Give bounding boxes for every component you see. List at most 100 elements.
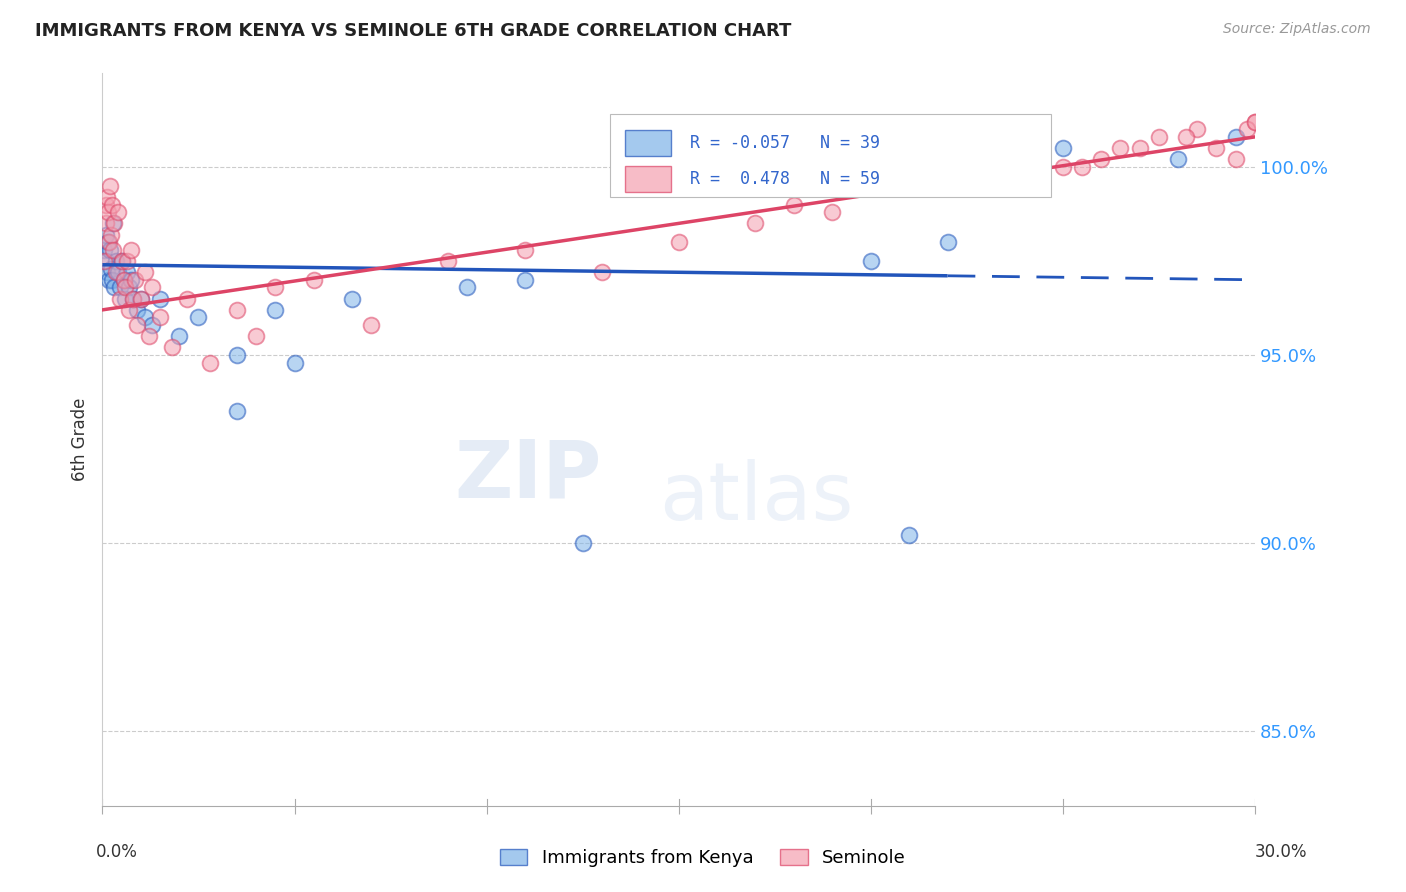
Point <box>101 197 124 211</box>
Point <box>187 310 209 325</box>
Point <box>108 292 131 306</box>
FancyBboxPatch shape <box>624 130 671 156</box>
Point <box>97 235 120 250</box>
Point <box>571 536 593 550</box>
Point <box>1244 115 1267 129</box>
Point <box>513 273 536 287</box>
Point <box>100 261 122 276</box>
Point <box>117 265 139 279</box>
Point <box>107 205 129 219</box>
Point <box>98 235 121 250</box>
Point <box>103 243 125 257</box>
Point <box>1090 153 1112 167</box>
Point <box>114 280 136 294</box>
Point <box>114 292 136 306</box>
Point <box>513 243 536 257</box>
Point <box>1244 115 1267 129</box>
Text: 30.0%: 30.0% <box>1256 843 1308 861</box>
Point <box>283 355 305 369</box>
Point <box>98 243 121 257</box>
Point <box>94 197 117 211</box>
Point <box>1071 160 1094 174</box>
Point <box>1167 153 1189 167</box>
Point <box>122 292 145 306</box>
Point <box>225 404 247 418</box>
Point <box>917 168 939 182</box>
Text: ZIP: ZIP <box>454 436 602 515</box>
Point <box>117 254 139 268</box>
Point <box>1052 160 1074 174</box>
Legend: Immigrants from Kenya, Seminole: Immigrants from Kenya, Seminole <box>494 841 912 874</box>
Point <box>103 280 125 294</box>
Point <box>198 355 221 369</box>
Point <box>437 254 460 268</box>
Text: atlas: atlas <box>659 458 853 537</box>
Point <box>225 348 247 362</box>
Point <box>103 216 125 230</box>
Point <box>118 302 141 317</box>
Text: 0.0%: 0.0% <box>96 843 138 861</box>
Text: R =  0.478   N = 59: R = 0.478 N = 59 <box>690 169 880 188</box>
Point <box>1236 122 1258 136</box>
Point <box>103 216 125 230</box>
Point <box>149 292 172 306</box>
Point <box>100 227 122 242</box>
Point <box>160 341 183 355</box>
Point <box>96 216 118 230</box>
Point <box>129 292 152 306</box>
Point <box>1187 122 1209 136</box>
Point <box>98 273 121 287</box>
Point <box>134 265 156 279</box>
Point <box>1174 129 1197 144</box>
Point <box>821 205 844 219</box>
Point <box>1225 153 1247 167</box>
Point <box>1225 129 1247 144</box>
Point <box>107 265 129 279</box>
Point <box>264 302 287 317</box>
Point <box>125 318 148 332</box>
Point <box>1205 141 1227 155</box>
Point <box>783 197 806 211</box>
Point <box>96 254 118 268</box>
Point <box>120 243 142 257</box>
Point <box>93 254 115 268</box>
Point <box>898 528 921 542</box>
Point <box>360 318 382 332</box>
Point <box>94 227 117 242</box>
Point <box>1052 141 1074 155</box>
Point <box>340 292 363 306</box>
Text: R = -0.057   N = 39: R = -0.057 N = 39 <box>690 135 880 153</box>
Point <box>111 254 134 268</box>
Point <box>141 280 163 294</box>
Point <box>1109 141 1132 155</box>
Point <box>302 273 325 287</box>
Point <box>120 273 142 287</box>
Point <box>668 235 690 250</box>
Point <box>101 273 124 287</box>
Point <box>122 292 145 306</box>
Point <box>98 178 121 193</box>
Text: IMMIGRANTS FROM KENYA VS SEMINOLE 6TH GRADE CORRELATION CHART: IMMIGRANTS FROM KENYA VS SEMINOLE 6TH GR… <box>35 22 792 40</box>
Point <box>97 205 120 219</box>
Text: Source: ZipAtlas.com: Source: ZipAtlas.com <box>1223 22 1371 37</box>
Point <box>859 178 882 193</box>
FancyBboxPatch shape <box>610 114 1052 197</box>
Point <box>104 265 127 279</box>
Point <box>125 302 148 317</box>
Point <box>167 329 190 343</box>
Point <box>859 254 882 268</box>
Point <box>149 310 172 325</box>
Point <box>1147 129 1170 144</box>
Point <box>141 318 163 332</box>
Point <box>245 329 267 343</box>
Point <box>1129 141 1152 155</box>
Point <box>591 265 613 279</box>
Point <box>118 280 141 294</box>
Point <box>112 273 135 287</box>
Point <box>104 254 127 268</box>
Point <box>225 302 247 317</box>
Point <box>974 153 997 167</box>
Point <box>129 292 152 306</box>
Point <box>936 235 959 250</box>
Point <box>108 280 131 294</box>
